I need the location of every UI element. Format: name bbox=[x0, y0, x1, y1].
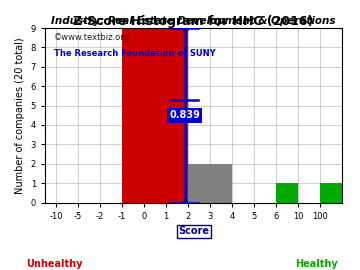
Text: Unhealthy: Unhealthy bbox=[26, 259, 82, 269]
Bar bbox=[276, 183, 298, 202]
Bar bbox=[122, 28, 188, 202]
Text: The Research Foundation of SUNY: The Research Foundation of SUNY bbox=[54, 49, 216, 58]
Text: ©www.textbiz.org: ©www.textbiz.org bbox=[54, 33, 130, 42]
Title: Z-Score Histogram for HHC (2016): Z-Score Histogram for HHC (2016) bbox=[73, 15, 314, 28]
Text: Industry: Real Estate Development & Operations: Industry: Real Estate Development & Oper… bbox=[51, 16, 336, 26]
Bar bbox=[320, 183, 342, 202]
Y-axis label: Number of companies (20 total): Number of companies (20 total) bbox=[15, 37, 25, 194]
Text: Healthy: Healthy bbox=[296, 259, 338, 269]
X-axis label: Score: Score bbox=[178, 226, 209, 236]
Text: 0.839: 0.839 bbox=[169, 110, 200, 120]
Bar bbox=[188, 164, 232, 202]
